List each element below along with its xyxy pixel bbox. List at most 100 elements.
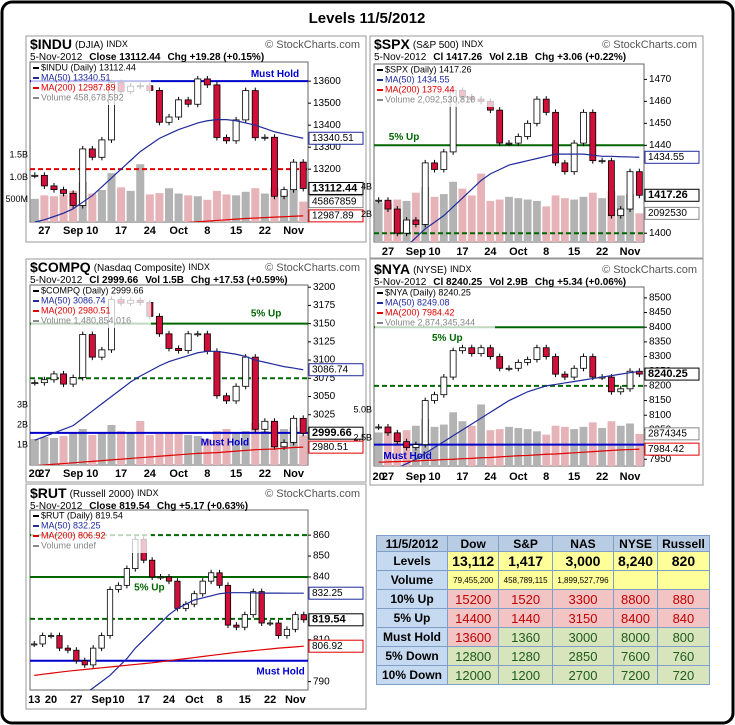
candle xyxy=(203,78,211,86)
x-tick-label: Sep xyxy=(63,468,83,480)
volume-bar xyxy=(449,412,458,466)
volume-bar xyxy=(251,423,260,465)
candle xyxy=(241,614,248,628)
candle xyxy=(459,347,466,352)
candle xyxy=(81,660,88,666)
volume-bar xyxy=(117,187,126,222)
table-row: 5% Down 12800 1280 2850 7600 760 xyxy=(376,646,711,666)
candle xyxy=(375,426,383,429)
header: $SPX (S&P 500) INDX xyxy=(374,36,483,52)
volume-bar xyxy=(260,431,269,465)
volume-bar xyxy=(88,193,97,222)
candle xyxy=(258,591,265,624)
candle xyxy=(60,189,68,194)
volume-bar xyxy=(49,438,58,465)
table-cell: 2700 xyxy=(551,665,615,685)
legend-label: $NYA (Daily) 8240.25 xyxy=(385,287,471,297)
volume-bar xyxy=(477,173,485,242)
y-tick-label: 3075 xyxy=(313,373,336,384)
volume-tick-label: 1.0B xyxy=(9,172,28,182)
x-tick-label: 24 xyxy=(484,246,497,258)
candle xyxy=(250,591,257,616)
value-tag xyxy=(308,209,364,223)
legend-label: $COMPQ (Daily) 2999.66 xyxy=(41,285,144,295)
candle xyxy=(69,192,77,206)
y-tick-label: 8300 xyxy=(649,351,672,362)
table-cell: 760 xyxy=(656,646,711,666)
y-tick-label: 8450 xyxy=(649,307,672,318)
exchange: INDX xyxy=(188,262,210,272)
x-tick-label: Sep xyxy=(92,694,112,706)
candle xyxy=(184,99,192,105)
candle xyxy=(589,111,597,162)
y-tick-label: 13500 xyxy=(313,98,341,109)
volume-bar xyxy=(616,425,625,466)
candle xyxy=(194,78,202,105)
x-tick-label: 13 xyxy=(28,694,40,706)
level-label: 5% Up xyxy=(389,132,420,143)
candle xyxy=(299,417,307,434)
candle xyxy=(533,98,541,124)
table-cell: 12800 xyxy=(446,646,500,666)
candle xyxy=(292,614,299,630)
candle xyxy=(194,333,202,336)
volume-bar xyxy=(136,164,145,222)
candle xyxy=(69,377,77,385)
x-tick-label: 17 xyxy=(456,471,468,483)
y-tick-label: 3125 xyxy=(313,336,336,347)
table-cell: 8400 xyxy=(613,608,658,628)
candle xyxy=(608,376,615,393)
volume-tag xyxy=(308,195,364,209)
volume-bar xyxy=(523,429,532,466)
volume-tick-label: 1B xyxy=(17,439,28,449)
x-tick-label: 8 xyxy=(204,225,210,237)
x-tick-label: 8 xyxy=(216,694,222,706)
candle xyxy=(155,89,163,123)
volume-tick-label: 1.5B xyxy=(9,150,28,160)
y-tick-label: 3025 xyxy=(313,409,336,420)
table-cell: 3300 xyxy=(551,589,615,609)
legend-bg xyxy=(375,65,495,107)
candle xyxy=(175,99,183,118)
candle xyxy=(542,347,550,357)
info-line: 5-Nov-2012 Close 819.54 Chg +5.17 (+0.63%) xyxy=(30,501,248,512)
volume-bar xyxy=(579,196,588,242)
volume-bar xyxy=(97,433,106,465)
info: Chg +5.17 (+0.63%) xyxy=(157,501,248,512)
candle xyxy=(251,356,259,430)
candle xyxy=(431,162,438,170)
volume-bar xyxy=(241,431,250,465)
candle xyxy=(90,647,97,666)
candle xyxy=(149,559,156,578)
volume-bar xyxy=(374,202,383,242)
table-cell: 800 xyxy=(656,627,711,647)
volume-bar xyxy=(126,190,135,222)
candle xyxy=(486,347,494,357)
value-tag xyxy=(308,613,364,627)
x-tick-label: 15 xyxy=(568,246,580,258)
ma-line xyxy=(34,645,304,676)
x-tick-label: 27 xyxy=(38,468,50,480)
candle xyxy=(496,109,504,144)
legend-label: MA(50) 1434.55 xyxy=(385,74,450,84)
row-label: 10% Up xyxy=(376,589,448,609)
volume-bar xyxy=(570,199,579,242)
candle xyxy=(88,148,96,158)
volume-bar xyxy=(495,199,504,242)
volume-tick-label: 3B xyxy=(17,399,28,409)
value-tag xyxy=(644,442,700,456)
candle xyxy=(40,379,48,384)
volume-bar xyxy=(439,194,448,242)
volume-bar xyxy=(174,193,183,222)
volume-bar xyxy=(477,404,485,466)
table-cell xyxy=(613,570,658,590)
volume-bar xyxy=(467,425,476,466)
candle xyxy=(174,580,181,609)
symbol: $NYA xyxy=(374,261,410,277)
volume-bar xyxy=(533,431,541,466)
candle xyxy=(290,161,298,191)
source: © StockCharts.com xyxy=(265,488,360,500)
y-tick-label: 13200 xyxy=(313,164,341,175)
candle xyxy=(580,111,587,144)
